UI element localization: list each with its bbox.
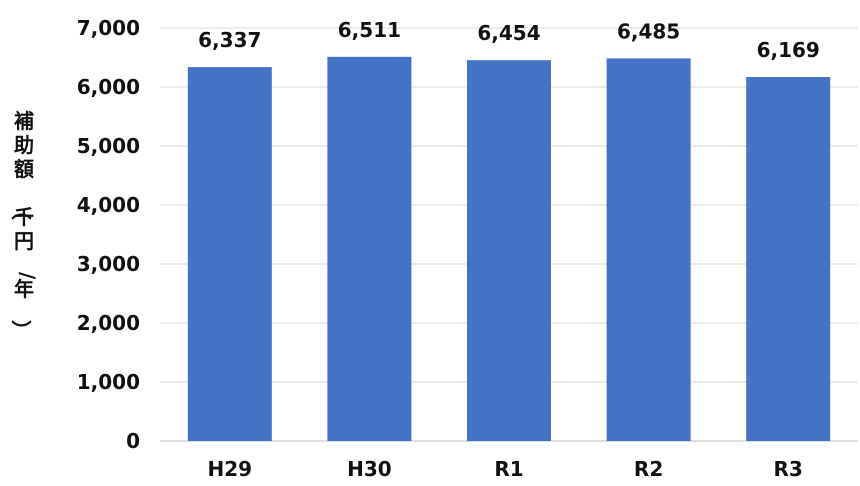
bar [746,77,831,442]
y-tick-label: 7,000 [77,16,140,40]
y-tick-label: 4,000 [77,193,140,217]
bar [187,67,272,441]
bar-value-label: 6,485 [617,19,680,43]
y-axis-ticks: 0 1,000 2,000 3,000 4,000 5,000 6,000 7,000 [77,16,140,453]
bars [187,56,831,442]
y-axis-label: 補助額（千円/年） [9,109,39,340]
y-tick-label: 2,000 [77,311,140,335]
y-tick-label: 6,000 [77,75,140,99]
x-tick-label: H29 [208,457,253,481]
x-tick-label: R2 [634,457,663,481]
bar-value-label: 6,337 [198,28,261,52]
bar [327,56,412,441]
x-tick-label: H30 [347,457,392,481]
x-tick-label: R3 [774,457,803,481]
y-tick-label: 1,000 [77,370,140,394]
data-labels: 6,337 6,511 6,454 6,485 6,169 [198,18,820,62]
y-tick-label: 5,000 [77,134,140,158]
bar [467,60,551,442]
bar [606,58,691,441]
x-axis-ticks: H29 H30 R1 R2 R3 [208,457,803,481]
bar-value-label: 6,454 [477,21,540,45]
y-tick-label: 0 [126,429,140,453]
bar-value-label: 6,511 [338,18,401,42]
bar-value-label: 6,169 [757,38,820,62]
x-tick-label: R1 [494,457,523,481]
y-tick-label: 3,000 [77,252,140,276]
